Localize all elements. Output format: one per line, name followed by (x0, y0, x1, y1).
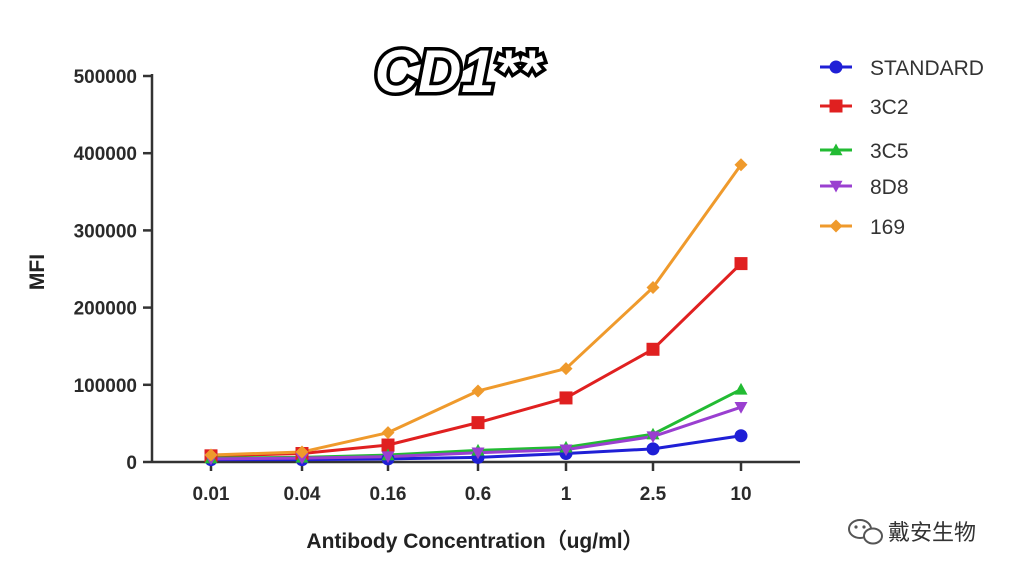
data-point-standard (734, 429, 748, 443)
legend-marker (829, 219, 843, 233)
plot-area: 0 100000 200000 300000 400000 500000 0.01 0.04… (74, 67, 800, 505)
y-tick-label: 200000 (74, 299, 137, 320)
y-tick-label: 300000 (74, 221, 137, 242)
legend-label: 169 (870, 216, 905, 239)
y-tick-label: 100000 (74, 376, 137, 397)
y-tick-label: 0 (126, 453, 137, 474)
x-tick-label: 0.01 (193, 484, 230, 505)
x-tick-label: 10 (730, 484, 751, 505)
x-tick-label: 0.6 (465, 484, 491, 505)
watermark: 戴安生物 (848, 519, 976, 546)
data-point-standard (646, 442, 660, 456)
y-tick-label: 500000 (74, 67, 137, 88)
x-tick-label: 2.5 (640, 484, 667, 505)
x-axis-label: Antibody Concentration（ug/ml） (306, 529, 643, 553)
legend: STANDARD 3C2 3C5 8D8 169 (820, 57, 984, 239)
x-tick-label: 1 (561, 484, 572, 505)
y-axis-label: MFI (26, 254, 49, 290)
legend-label: STANDARD (870, 57, 984, 80)
watermark-text: 戴安生物 (888, 521, 976, 546)
data-point-3c2 (471, 416, 485, 430)
data-point-169 (734, 158, 748, 172)
x-tick-label: 0.16 (370, 484, 407, 505)
data-point-8d8 (471, 447, 485, 460)
chart-title: CD1** (375, 38, 544, 105)
data-point-8d8 (295, 452, 309, 465)
data-point-8d8 (381, 451, 395, 464)
data-point-3c2 (381, 438, 395, 452)
data-point-3c2 (734, 257, 748, 271)
legend-marker (829, 99, 843, 113)
x-tick-label: 0.04 (284, 484, 321, 505)
data-point-169 (646, 281, 660, 295)
series-line-169 (210, 163, 743, 457)
data-point-169 (204, 448, 218, 462)
data-point-8d8 (646, 431, 660, 444)
legend-marker (829, 60, 843, 74)
data-point-169 (471, 384, 485, 398)
data-point-169 (295, 445, 309, 459)
wechat-icon (848, 519, 883, 545)
legend-marker (829, 180, 843, 193)
data-point-3c5 (734, 382, 748, 395)
legend-label: 8D8 (870, 176, 909, 199)
data-point-8d8 (559, 444, 573, 457)
legend-marker (829, 143, 843, 156)
data-point-3c2 (559, 391, 573, 405)
data-point-169 (381, 426, 395, 440)
legend-label: 3C5 (870, 140, 909, 163)
legend-label: 3C2 (870, 96, 909, 119)
data-point-3c2 (646, 342, 660, 356)
data-point-8d8 (734, 401, 748, 414)
y-tick-label: 400000 (74, 144, 137, 165)
data-point-169 (559, 362, 573, 376)
